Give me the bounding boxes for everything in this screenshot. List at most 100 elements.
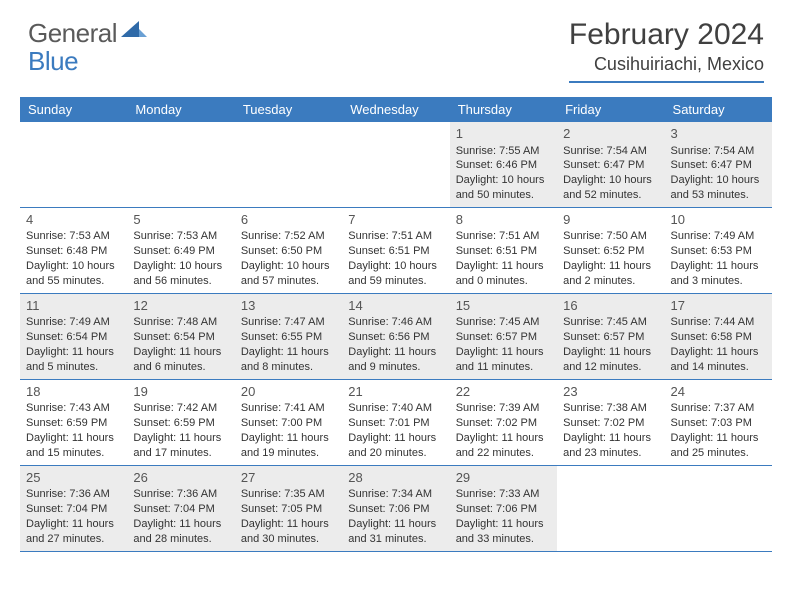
header: General February 2024 Cusihuiriachi, Mex… bbox=[0, 0, 792, 91]
sunrise-text: Sunrise: 7:51 AM bbox=[456, 229, 551, 244]
day-number: 17 bbox=[671, 297, 766, 315]
daylight-text: Daylight: 11 hours bbox=[26, 517, 121, 532]
daylight-text: and 17 minutes. bbox=[133, 446, 228, 461]
day-number: 23 bbox=[563, 383, 658, 401]
day-number: 26 bbox=[133, 469, 228, 487]
day-cell: 29Sunrise: 7:33 AMSunset: 7:06 PMDayligh… bbox=[450, 466, 557, 551]
day-cell: 22Sunrise: 7:39 AMSunset: 7:02 PMDayligh… bbox=[450, 380, 557, 465]
daylight-text: and 15 minutes. bbox=[26, 446, 121, 461]
daylight-text: Daylight: 11 hours bbox=[241, 517, 336, 532]
daylight-text: Daylight: 11 hours bbox=[456, 259, 551, 274]
week-row: 1Sunrise: 7:55 AMSunset: 6:46 PMDaylight… bbox=[20, 122, 772, 208]
sunrise-text: Sunrise: 7:49 AM bbox=[26, 315, 121, 330]
sunrise-text: Sunrise: 7:46 AM bbox=[348, 315, 443, 330]
day-cell: 24Sunrise: 7:37 AMSunset: 7:03 PMDayligh… bbox=[665, 380, 772, 465]
day-cell: 4Sunrise: 7:53 AMSunset: 6:48 PMDaylight… bbox=[20, 208, 127, 293]
day-number: 1 bbox=[456, 125, 551, 143]
sunrise-text: Sunrise: 7:49 AM bbox=[671, 229, 766, 244]
day-cell: 13Sunrise: 7:47 AMSunset: 6:55 PMDayligh… bbox=[235, 294, 342, 379]
day-number: 18 bbox=[26, 383, 121, 401]
day-cell: 25Sunrise: 7:36 AMSunset: 7:04 PMDayligh… bbox=[20, 466, 127, 551]
day-cell: 2Sunrise: 7:54 AMSunset: 6:47 PMDaylight… bbox=[557, 122, 664, 207]
daylight-text: and 28 minutes. bbox=[133, 532, 228, 547]
day-cell: 27Sunrise: 7:35 AMSunset: 7:05 PMDayligh… bbox=[235, 466, 342, 551]
title-block: February 2024 Cusihuiriachi, Mexico bbox=[569, 18, 764, 83]
day-number: 12 bbox=[133, 297, 228, 315]
sunset-text: Sunset: 7:00 PM bbox=[241, 416, 336, 431]
weekday-friday: Friday bbox=[557, 97, 664, 122]
sunrise-text: Sunrise: 7:33 AM bbox=[456, 487, 551, 502]
sunset-text: Sunset: 7:05 PM bbox=[241, 502, 336, 517]
daylight-text: and 55 minutes. bbox=[26, 274, 121, 289]
day-number: 8 bbox=[456, 211, 551, 229]
sunset-text: Sunset: 7:01 PM bbox=[348, 416, 443, 431]
day-cell: 23Sunrise: 7:38 AMSunset: 7:02 PMDayligh… bbox=[557, 380, 664, 465]
sunset-text: Sunset: 6:59 PM bbox=[26, 416, 121, 431]
day-number: 15 bbox=[456, 297, 551, 315]
sunrise-text: Sunrise: 7:52 AM bbox=[241, 229, 336, 244]
sunrise-text: Sunrise: 7:40 AM bbox=[348, 401, 443, 416]
daylight-text: and 19 minutes. bbox=[241, 446, 336, 461]
daylight-text: Daylight: 11 hours bbox=[671, 259, 766, 274]
logo: General bbox=[28, 18, 149, 49]
day-number: 21 bbox=[348, 383, 443, 401]
day-cell: 19Sunrise: 7:42 AMSunset: 6:59 PMDayligh… bbox=[127, 380, 234, 465]
daylight-text: and 12 minutes. bbox=[563, 360, 658, 375]
daylight-text: Daylight: 10 hours bbox=[671, 173, 766, 188]
sunset-text: Sunset: 6:47 PM bbox=[671, 158, 766, 173]
daylight-text: Daylight: 11 hours bbox=[26, 431, 121, 446]
weekday-thursday: Thursday bbox=[450, 97, 557, 122]
sunrise-text: Sunrise: 7:55 AM bbox=[456, 144, 551, 159]
daylight-text: and 56 minutes. bbox=[133, 274, 228, 289]
sunrise-text: Sunrise: 7:51 AM bbox=[348, 229, 443, 244]
sunrise-text: Sunrise: 7:43 AM bbox=[26, 401, 121, 416]
daylight-text: and 11 minutes. bbox=[456, 360, 551, 375]
weekday-header-row: SundayMondayTuesdayWednesdayThursdayFrid… bbox=[20, 97, 772, 122]
day-number: 6 bbox=[241, 211, 336, 229]
daylight-text: Daylight: 11 hours bbox=[348, 517, 443, 532]
daylight-text: and 33 minutes. bbox=[456, 532, 551, 547]
sunset-text: Sunset: 6:53 PM bbox=[671, 244, 766, 259]
logo-text-blue: Blue bbox=[28, 46, 78, 76]
day-number: 20 bbox=[241, 383, 336, 401]
logo-triangle-icon bbox=[121, 19, 147, 44]
day-cell: 18Sunrise: 7:43 AMSunset: 6:59 PMDayligh… bbox=[20, 380, 127, 465]
day-cell-empty bbox=[20, 122, 127, 207]
day-number: 2 bbox=[563, 125, 658, 143]
day-number: 25 bbox=[26, 469, 121, 487]
weekday-wednesday: Wednesday bbox=[342, 97, 449, 122]
sunset-text: Sunset: 6:50 PM bbox=[241, 244, 336, 259]
daylight-text: Daylight: 11 hours bbox=[456, 517, 551, 532]
day-cell: 3Sunrise: 7:54 AMSunset: 6:47 PMDaylight… bbox=[665, 122, 772, 207]
sunrise-text: Sunrise: 7:44 AM bbox=[671, 315, 766, 330]
week-row: 11Sunrise: 7:49 AMSunset: 6:54 PMDayligh… bbox=[20, 294, 772, 380]
daylight-text: and 2 minutes. bbox=[563, 274, 658, 289]
day-number: 3 bbox=[671, 125, 766, 143]
daylight-text: Daylight: 11 hours bbox=[241, 345, 336, 360]
day-cell: 5Sunrise: 7:53 AMSunset: 6:49 PMDaylight… bbox=[127, 208, 234, 293]
day-cell: 16Sunrise: 7:45 AMSunset: 6:57 PMDayligh… bbox=[557, 294, 664, 379]
day-cell-empty bbox=[235, 122, 342, 207]
sunrise-text: Sunrise: 7:45 AM bbox=[563, 315, 658, 330]
daylight-text: and 9 minutes. bbox=[348, 360, 443, 375]
day-cell: 6Sunrise: 7:52 AMSunset: 6:50 PMDaylight… bbox=[235, 208, 342, 293]
day-cell-empty bbox=[342, 122, 449, 207]
day-cell: 14Sunrise: 7:46 AMSunset: 6:56 PMDayligh… bbox=[342, 294, 449, 379]
daylight-text: Daylight: 11 hours bbox=[456, 431, 551, 446]
daylight-text: Daylight: 11 hours bbox=[671, 345, 766, 360]
day-number: 5 bbox=[133, 211, 228, 229]
daylight-text: and 59 minutes. bbox=[348, 274, 443, 289]
day-cell: 15Sunrise: 7:45 AMSunset: 6:57 PMDayligh… bbox=[450, 294, 557, 379]
sunset-text: Sunset: 6:54 PM bbox=[133, 330, 228, 345]
week-row: 4Sunrise: 7:53 AMSunset: 6:48 PMDaylight… bbox=[20, 208, 772, 294]
sunrise-text: Sunrise: 7:37 AM bbox=[671, 401, 766, 416]
week-row: 18Sunrise: 7:43 AMSunset: 6:59 PMDayligh… bbox=[20, 380, 772, 466]
sunset-text: Sunset: 6:51 PM bbox=[456, 244, 551, 259]
daylight-text: and 3 minutes. bbox=[671, 274, 766, 289]
daylight-text: and 6 minutes. bbox=[133, 360, 228, 375]
day-cell: 17Sunrise: 7:44 AMSunset: 6:58 PMDayligh… bbox=[665, 294, 772, 379]
weekday-tuesday: Tuesday bbox=[235, 97, 342, 122]
sunset-text: Sunset: 6:54 PM bbox=[26, 330, 121, 345]
sunrise-text: Sunrise: 7:50 AM bbox=[563, 229, 658, 244]
sunset-text: Sunset: 6:57 PM bbox=[456, 330, 551, 345]
